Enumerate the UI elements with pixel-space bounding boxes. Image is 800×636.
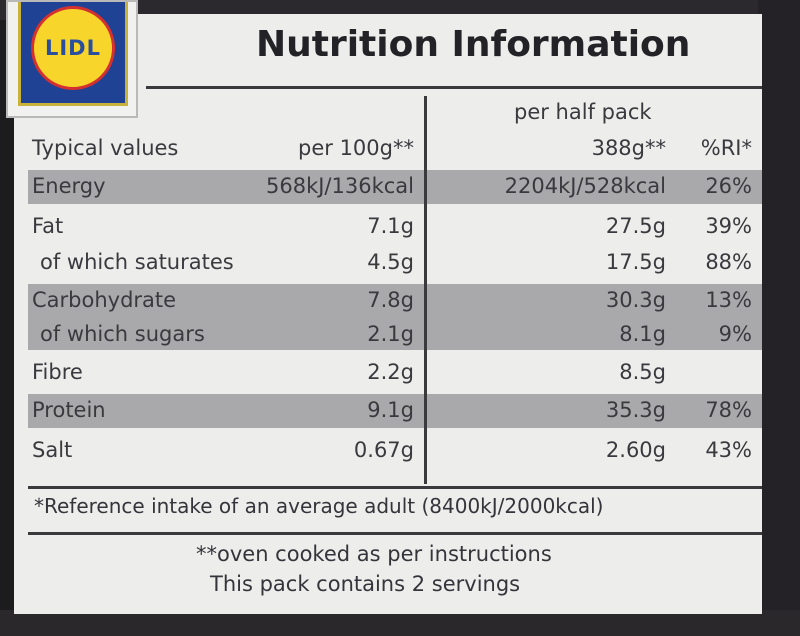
logo-yellow-circle: LIDL: [31, 6, 115, 90]
row-ri-fat: 39%: [705, 214, 752, 238]
footnote-oven-cooked: **oven cooked as per instructions: [196, 542, 552, 566]
row-per100-sugars: 2.1g: [367, 322, 414, 346]
lidl-logo: LIDL: [6, 0, 138, 118]
footnote-reference-intake: *Reference intake of an average adult (8…: [34, 494, 604, 518]
header-half-pack-weight: 388g**: [591, 136, 666, 160]
row-perhalf-fat: 27.5g: [605, 214, 666, 238]
header-per-100g: per 100g**: [298, 136, 414, 160]
footer-rule-top: [28, 486, 762, 489]
header-typical-values: Typical values: [32, 136, 179, 160]
column-divider: [424, 96, 427, 484]
row-perhalf-saturates: 17.5g: [605, 250, 666, 274]
package-background-bottom: [0, 610, 800, 636]
row-per100-fat: 7.1g: [367, 214, 414, 238]
header-per-half-pack: per half pack: [514, 100, 652, 124]
row-ri-salt: 43%: [705, 438, 752, 462]
footer-rule-middle: [28, 532, 762, 535]
row-label-salt: Salt: [32, 438, 73, 462]
row-perhalf-salt: 2.60g: [605, 438, 666, 462]
logo-blue-square: LIDL: [18, 2, 128, 106]
row-perhalf-protein: 35.3g: [605, 398, 666, 422]
row-per100-saturates: 4.5g: [367, 250, 414, 274]
footnote-servings: This pack contains 2 servings: [210, 572, 521, 596]
page-title: Nutrition Information: [256, 24, 691, 65]
row-per100-salt: 0.67g: [353, 438, 414, 462]
row-ri-protein: 78%: [705, 398, 752, 422]
row-ri-saturates: 88%: [705, 250, 752, 274]
row-ri-carbohydrate: 13%: [705, 288, 752, 312]
row-label-fibre: Fibre: [32, 360, 83, 384]
row-label-protein: Protein: [32, 398, 106, 422]
row-label-carbohydrate: Carbohydrate: [32, 288, 177, 312]
row-label-fat: Fat: [32, 214, 64, 238]
band-carbohydrate: [28, 284, 762, 350]
package-background-right: [758, 0, 800, 636]
row-perhalf-energy: 2204kJ/528kcal: [504, 174, 666, 198]
row-per100-fibre: 2.2g: [367, 360, 414, 384]
row-per100-protein: 9.1g: [367, 398, 414, 422]
row-perhalf-fibre: 8.5g: [619, 360, 666, 384]
header-ri: %RI*: [700, 136, 752, 160]
row-label-energy: Energy: [32, 174, 106, 198]
row-label-sugars: of which sugars: [40, 322, 205, 346]
band-energy: [28, 170, 762, 204]
row-per100-carbohydrate: 7.8g: [367, 288, 414, 312]
row-per100-energy: 568kJ/136kcal: [265, 174, 414, 198]
row-ri-energy: 26%: [705, 174, 752, 198]
row-perhalf-sugars: 8.1g: [619, 322, 666, 346]
nutrition-label: Typical values per 100g** per half pack …: [14, 14, 762, 614]
row-ri-sugars: 9%: [718, 322, 752, 346]
logo-text: LIDL: [44, 36, 101, 60]
row-label-saturates: of which saturates: [40, 250, 234, 274]
band-protein: [28, 394, 762, 428]
title-underline: [146, 86, 762, 89]
row-perhalf-carbohydrate: 30.3g: [605, 288, 666, 312]
